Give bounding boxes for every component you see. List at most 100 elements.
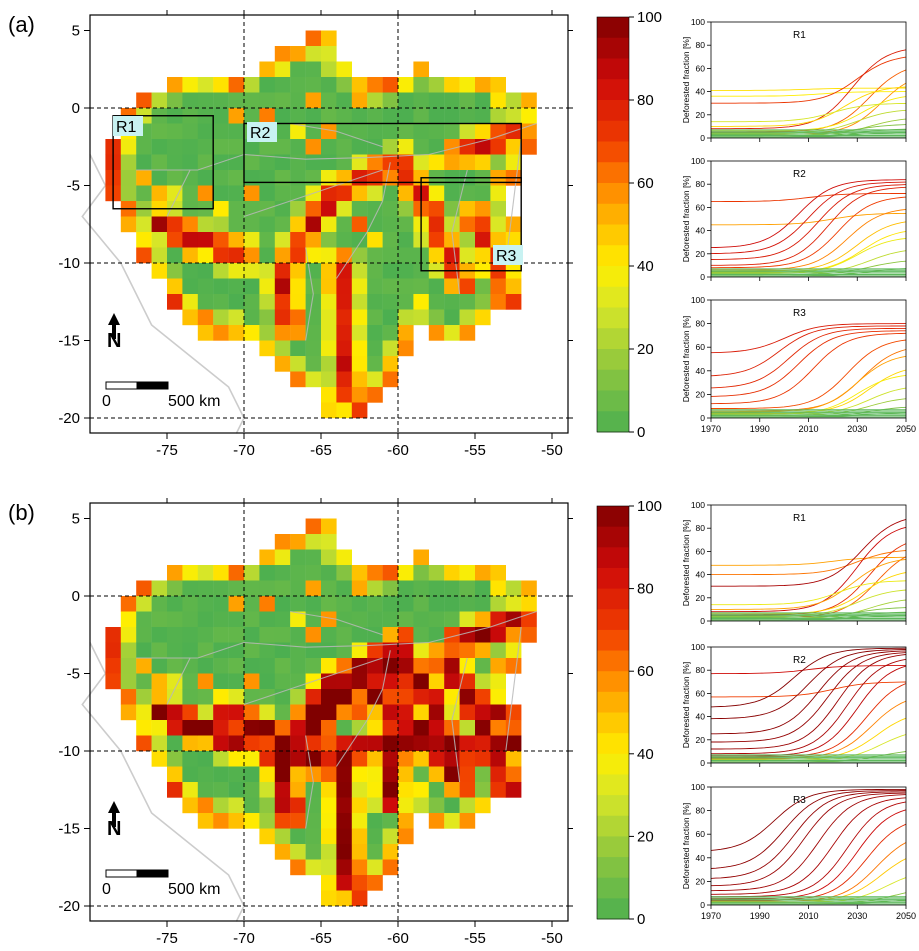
heat-cell [413,278,429,295]
heat-cell [305,154,322,171]
heat-cell [459,154,476,171]
heat-cell [120,689,137,705]
heat-cell [182,123,198,140]
heat-cell [244,139,260,155]
series-line [711,589,907,617]
heat-cell [505,108,522,124]
heat-cell [336,596,352,612]
heat-cell [151,627,168,643]
series-line [711,87,906,91]
heatmap-cells [105,30,537,419]
heat-cell [259,216,275,233]
heat-cell [105,658,121,674]
y-tick-label: 0 [72,588,80,605]
heat-cell [290,611,306,628]
heat-cell [290,549,306,566]
series-line [710,794,907,892]
heat-cell [321,890,337,907]
scale-bar-end: 500 km [168,881,220,898]
heat-cell [197,294,214,310]
colorbar-segment [597,183,629,205]
heat-cell [259,751,275,767]
heat-cell [367,611,383,628]
heat-cell [336,704,352,721]
heat-cell [321,30,337,47]
colorbar-tick-label: 80 [637,581,654,598]
heat-cell [351,201,368,217]
heat-cell [444,325,460,341]
scale-bar-white [105,869,138,878]
heat-cell [136,720,152,736]
heat-cell [321,611,337,628]
heat-cell [428,658,445,674]
heat-cell [351,844,368,860]
subplot-r1: 0 20 40 60 80 100 R1 Deforested fraction [%] [681,500,907,626]
heat-cell [228,232,245,248]
heat-cell [490,658,506,674]
heat-cell [382,216,399,233]
heat-cell [259,278,275,295]
heat-cell [382,278,399,295]
heat-cell [367,325,383,341]
heat-cell [305,92,322,109]
heat-cell [182,565,198,581]
heat-cell [151,735,168,752]
heat-cell [475,216,491,233]
heat-cell [382,232,399,248]
heat-cell [382,689,399,705]
heat-cell [259,642,275,659]
heat-cell [151,580,168,597]
heat-cell [398,139,414,155]
heat-cell [475,565,491,581]
heat-cell [321,263,337,279]
heat-cell [244,185,260,202]
heat-cell [213,782,229,798]
heat-cell [398,309,414,326]
heat-cell [428,201,445,217]
colorbar-panel-b: 100 80 60 40 20 0 [596,498,662,928]
heat-cell [182,216,198,233]
heat-cell [428,232,445,248]
heat-cell [382,185,399,202]
scale-bar-black [136,869,169,878]
heat-cell [290,232,306,248]
heat-cell [490,580,506,597]
heat-cell [136,232,152,248]
y-tick-label: -20 [58,410,80,427]
heat-cell [197,673,214,690]
heat-cell [213,673,229,690]
heat-cell [490,720,506,736]
heat-cell [151,185,168,202]
heat-cell [398,596,414,612]
heat-cell [321,844,337,860]
y-tick-label: 0 [700,413,705,423]
heat-cell [290,720,306,736]
heat-cell [413,797,429,814]
heat-cell [305,565,322,581]
heat-cell [351,402,368,419]
heat-cell [398,154,414,171]
subplot-frame [710,21,907,139]
heat-cell [259,596,275,612]
heat-cell [413,61,429,78]
x-tick-label: 2050 [896,424,916,434]
series-line [711,526,907,613]
heat-cell [413,154,429,171]
heat-cell [367,720,383,736]
colorbar-segment [597,307,629,329]
heat-cell [428,185,445,202]
heat-cell [459,92,476,109]
heat-cell [167,642,183,659]
heat-cell [120,704,137,721]
heat-cell [259,185,275,202]
series-line [710,649,907,720]
colorbar-tick-label: 60 [637,663,654,680]
x-tick-label: 2010 [798,911,818,921]
heat-cell [182,766,198,783]
heat-cell [475,247,491,264]
heat-cell [490,139,506,155]
heat-cell [182,704,198,721]
heat-cell [321,735,337,752]
heat-cell [336,232,352,248]
heat-cell [151,232,168,248]
